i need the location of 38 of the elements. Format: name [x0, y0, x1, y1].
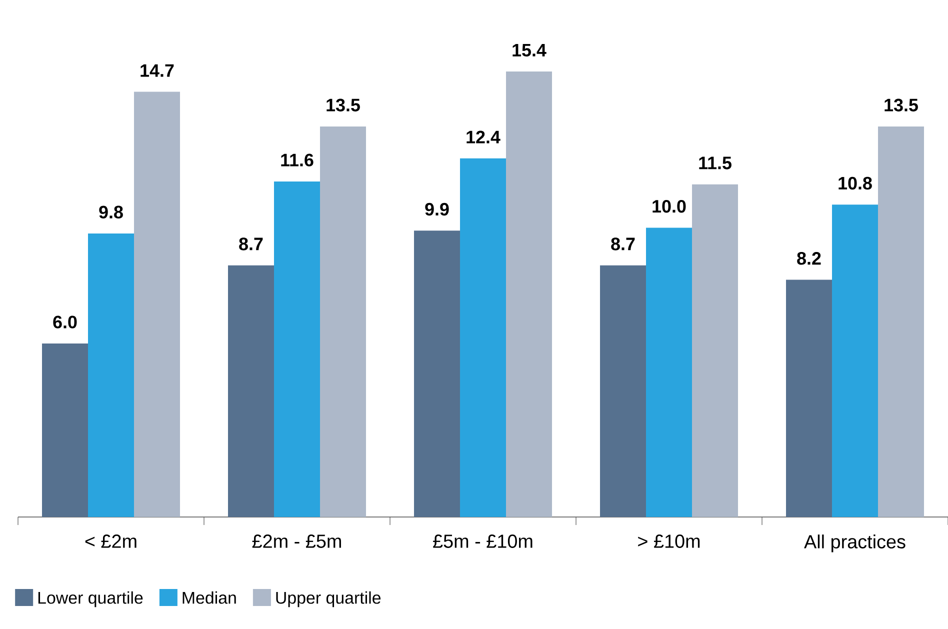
- data-label: 11.5: [699, 156, 732, 170]
- data-label: 8.2: [797, 252, 821, 265]
- data-label: 6.0: [53, 316, 77, 328]
- data-label: 10.0: [652, 200, 686, 213]
- bar: [274, 181, 320, 517]
- data-label: 10.8: [838, 176, 872, 190]
- data-label: 8.7: [239, 238, 263, 250]
- bar: [832, 204, 878, 517]
- bar: [320, 126, 366, 517]
- bar: [692, 184, 738, 517]
- legend-label: Median: [182, 591, 236, 604]
- bar: [786, 280, 832, 517]
- bar: [42, 343, 88, 517]
- data-label: 9.8: [99, 206, 123, 218]
- bar: [600, 265, 646, 517]
- bar: [228, 265, 274, 517]
- bar: [646, 228, 692, 517]
- x-tick-label: £5m - £10m: [433, 534, 532, 548]
- data-label: 13.5: [326, 98, 360, 112]
- bar: [134, 92, 180, 517]
- bar: [414, 230, 460, 517]
- bar: [88, 234, 134, 517]
- legend-label: Upper quartile: [276, 591, 381, 608]
- data-label: 14.7: [140, 64, 174, 77]
- data-label: 12.4: [466, 130, 500, 144]
- x-tick-label: > £10m: [638, 534, 700, 548]
- data-label: 15.4: [512, 44, 546, 57]
- data-label: 8.7: [611, 238, 635, 250]
- data-label: 13.5: [884, 98, 918, 112]
- data-label: 11.6: [281, 154, 314, 166]
- bar: [878, 126, 924, 517]
- bar: [506, 72, 552, 517]
- x-tick-label: All practices: [804, 534, 906, 552]
- data-label: 9.9: [425, 202, 449, 216]
- x-tick-label: < £2m: [85, 534, 136, 548]
- legend-label: Lower quartile: [38, 591, 143, 608]
- bar: [460, 158, 506, 517]
- x-tick-label: £2m - £5m: [252, 534, 341, 548]
